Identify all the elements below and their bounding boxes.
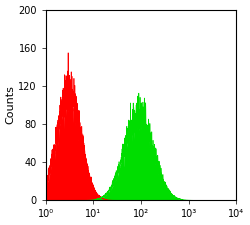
Y-axis label: Counts: Counts xyxy=(6,86,16,124)
